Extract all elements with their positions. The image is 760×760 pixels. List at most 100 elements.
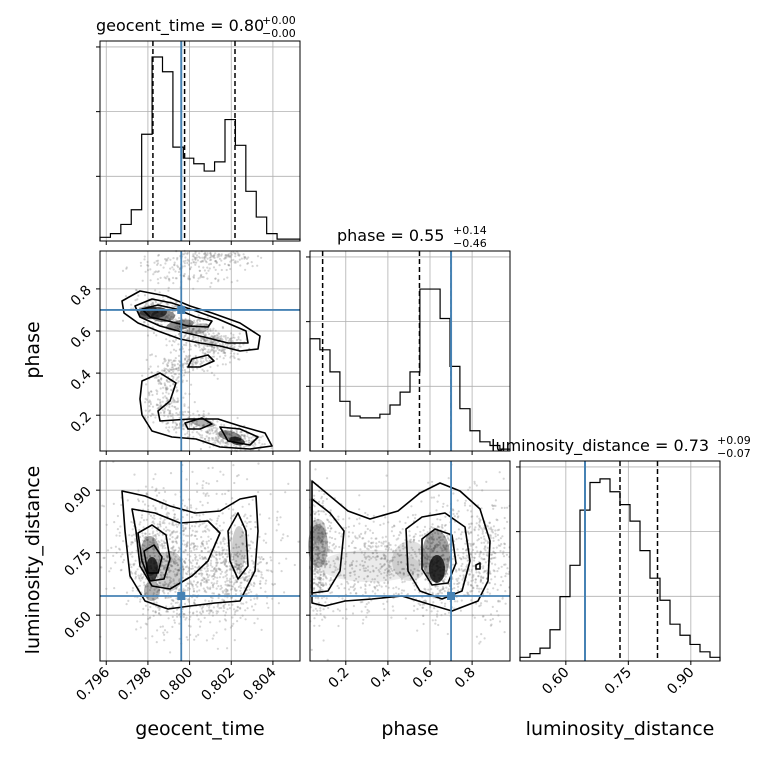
panel-phase-distance-point bbox=[326, 519, 330, 522]
panel-geocent-phase-point bbox=[221, 440, 225, 443]
panel-geocent-phase-point bbox=[220, 439, 223, 442]
panel-geocent-phase-point bbox=[212, 336, 216, 339]
panel-geocent-phase-point bbox=[176, 325, 179, 328]
panel-geocent-distance-point bbox=[205, 579, 209, 583]
panel-geocent-phase-point bbox=[263, 443, 266, 446]
panel-geocent-phase-point bbox=[214, 252, 217, 255]
panel-geocent-phase-point bbox=[246, 262, 249, 265]
panel-phase-distance-point bbox=[436, 587, 439, 590]
panel-geocent-phase-point bbox=[186, 251, 189, 255]
panel-phase-distance-point bbox=[345, 617, 348, 620]
panel-phase-distance-point bbox=[456, 548, 459, 551]
panel-geocent-phase-point bbox=[165, 379, 168, 382]
panel-geocent-distance-point bbox=[171, 565, 174, 568]
panel-geocent-phase-point bbox=[212, 256, 215, 259]
panel-geocent-phase-point bbox=[124, 295, 128, 298]
panel-geocent-distance-point bbox=[231, 603, 234, 606]
panel-phase-distance-point bbox=[443, 590, 446, 593]
panel-geocent-phase-point bbox=[209, 432, 212, 435]
panel-geocent-distance-point bbox=[257, 570, 260, 573]
panel-geocent-distance-point bbox=[224, 553, 227, 556]
panel-geocent-distance-point bbox=[223, 618, 227, 621]
panel-geocent-distance-point bbox=[211, 466, 214, 469]
panel-geocent-phase-point bbox=[224, 354, 227, 357]
panel-geocent-phase-point bbox=[197, 424, 201, 427]
panel-geocent-distance-point bbox=[145, 492, 148, 495]
panel-phase-distance-point bbox=[473, 616, 476, 619]
panel-phase-distance-point bbox=[384, 540, 387, 543]
panel-geocent-phase-point bbox=[150, 303, 153, 306]
panel-phase-distance-point bbox=[337, 587, 340, 590]
panel-phase-distance-point bbox=[493, 575, 497, 578]
panel-geocent-distance-point bbox=[188, 567, 191, 570]
panel-geocent-distance-point bbox=[155, 487, 158, 490]
panel-geocent-phase-point bbox=[208, 437, 211, 440]
axis-luminosity-distance-y-ytick-label: 0.75 bbox=[61, 546, 94, 579]
panel-geocent-distance-point bbox=[223, 538, 226, 541]
panel-geocent-distance-point bbox=[264, 590, 267, 593]
panel-phase-distance-point bbox=[503, 516, 506, 520]
panel-geocent-distance-point bbox=[114, 545, 117, 548]
panel-geocent-phase-point bbox=[163, 369, 166, 372]
panel-geocent-phase-point bbox=[203, 437, 206, 441]
panel-geocent-phase-point bbox=[220, 349, 223, 353]
title-geocent-time-minus: −0.00 bbox=[262, 27, 296, 40]
panel-geocent-distance-point bbox=[141, 500, 145, 503]
panel-phase-distance-point bbox=[506, 567, 509, 570]
panel-geocent-distance-point bbox=[218, 551, 221, 554]
panel-geocent-distance-point bbox=[182, 550, 185, 553]
panel-geocent-phase-point bbox=[202, 423, 205, 426]
panel-geocent-distance-point bbox=[201, 504, 204, 507]
panel-geocent-phase-point bbox=[176, 369, 180, 372]
panel-geocent-distance-point bbox=[196, 614, 199, 617]
panel-geocent-distance-point bbox=[218, 552, 221, 555]
panel-geocent-phase-point bbox=[168, 368, 171, 371]
panel-phase-distance-point bbox=[387, 546, 390, 549]
panel-phase-distance-point bbox=[390, 548, 393, 551]
panel-geocent-distance-point bbox=[235, 581, 238, 584]
panel-geocent-phase-point bbox=[198, 252, 201, 255]
panel-phase-distance-point bbox=[414, 533, 417, 536]
panel-geocent-distance-point bbox=[234, 579, 237, 582]
panel-phase-distance-point bbox=[368, 584, 371, 587]
panel-geocent-phase-point bbox=[198, 414, 201, 417]
panel-geocent-phase-point bbox=[168, 430, 171, 433]
panel-geocent-phase-point bbox=[192, 363, 195, 367]
panel-geocent-phase-point bbox=[212, 332, 215, 335]
panel-geocent-distance-point bbox=[132, 533, 135, 536]
panel-phase-distance-point bbox=[370, 537, 373, 540]
panel-geocent-phase-point bbox=[209, 328, 212, 331]
panel-geocent-phase-point bbox=[139, 261, 142, 264]
panel-geocent-phase-point bbox=[196, 360, 199, 363]
panel-geocent-phase-point bbox=[168, 271, 171, 274]
panel-geocent-distance-point bbox=[192, 580, 195, 583]
panel-geocent-distance-point bbox=[235, 580, 239, 584]
panel-geocent-distance-point bbox=[186, 541, 189, 544]
panel-geocent-distance-point bbox=[243, 579, 246, 582]
panel-geocent-phase-point bbox=[193, 401, 196, 404]
panel-geocent-phase-point bbox=[240, 431, 243, 434]
panel-geocent-phase-point bbox=[198, 346, 201, 349]
panel-geocent-phase-point bbox=[203, 415, 206, 418]
panel-geocent-phase-point bbox=[209, 329, 212, 332]
panel-geocent-distance-point bbox=[154, 506, 157, 510]
panel-geocent-distance-point bbox=[230, 530, 233, 533]
panel-geocent-distance-point bbox=[249, 544, 252, 547]
panel-phase-distance-point bbox=[490, 553, 493, 556]
panel-geocent-phase-point bbox=[236, 433, 240, 436]
panel-geocent-phase-point bbox=[203, 269, 206, 272]
panel-phase-distance-point bbox=[437, 494, 440, 497]
panel-phase-distance-point bbox=[484, 549, 487, 552]
panel-geocent-phase-point bbox=[152, 303, 155, 306]
panel-geocent-distance-point bbox=[164, 560, 167, 563]
panel-geocent-phase-point bbox=[201, 351, 204, 354]
panel-geocent-phase-point bbox=[192, 412, 195, 415]
panel-geocent-distance-point bbox=[201, 611, 205, 614]
panel-phase-distance-point bbox=[401, 528, 404, 531]
panel-geocent-phase-point bbox=[182, 366, 185, 369]
panel-geocent-distance-point bbox=[136, 568, 139, 571]
panel-geocent-phase-point bbox=[171, 344, 174, 347]
panel-phase-distance-point bbox=[503, 631, 506, 634]
panel-geocent-phase-point bbox=[146, 415, 149, 419]
panel-geocent-distance-point bbox=[206, 567, 209, 570]
